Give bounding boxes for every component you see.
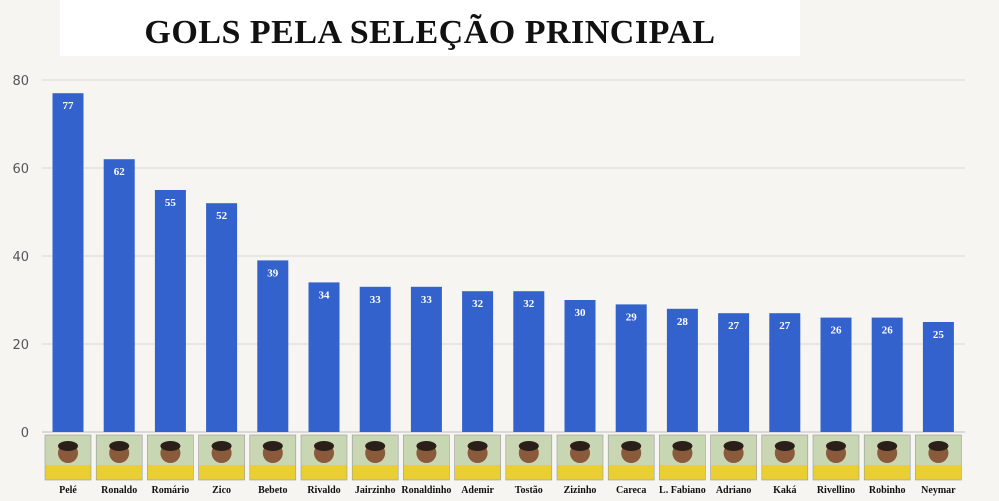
x-tick-label: Ronaldo: [101, 485, 137, 496]
bar: [462, 291, 494, 432]
x-tick-label: Tostão: [515, 485, 543, 496]
data-label: 39: [267, 267, 279, 279]
bar: [922, 322, 954, 432]
x-tick-label: Rivellino: [817, 485, 855, 496]
player-photo: [403, 434, 450, 481]
player-photo: [812, 434, 860, 481]
bar: [513, 291, 545, 432]
y-tick-label: 60: [12, 162, 29, 177]
x-tick-label: Ademir: [461, 485, 494, 496]
chart-title: GOLS PELA SELEÇÃO PRINCIPAL: [144, 14, 716, 51]
title-background: [60, 0, 800, 56]
data-label: 30: [575, 307, 587, 319]
x-tick-label: Robinho: [869, 485, 906, 496]
player-photo: [300, 434, 348, 481]
x-tick-label: Ronaldinho: [401, 485, 451, 496]
data-label: 29: [626, 311, 638, 323]
player-photo: [351, 434, 399, 481]
data-label: 25: [933, 329, 945, 341]
x-tick-label: Zico: [212, 485, 231, 496]
player-photo: [710, 434, 757, 481]
player-photo: [44, 434, 92, 481]
x-tick-label: Jairzinho: [355, 485, 396, 496]
data-label: 26: [882, 325, 894, 337]
bar: [666, 308, 698, 432]
data-label: 34: [319, 289, 331, 301]
bar: [206, 203, 238, 432]
data-label: 32: [472, 298, 484, 310]
player-photo: [556, 434, 604, 481]
data-label: 28: [677, 316, 689, 328]
x-tick-label: Adriano: [716, 485, 752, 496]
y-tick-label: 0: [21, 426, 29, 441]
data-label: 62: [114, 166, 126, 178]
player-photo: [607, 434, 655, 481]
data-label: 55: [165, 197, 177, 209]
player-photo: [505, 434, 553, 481]
bar: [52, 93, 84, 432]
x-tick-label: Neymar: [921, 485, 956, 496]
bar: [820, 317, 852, 432]
x-tick-label: Zizinho: [564, 485, 597, 496]
x-tick-label: Romário: [152, 485, 190, 496]
data-label: 32: [523, 298, 535, 310]
player-photo: [454, 434, 501, 481]
data-label: 33: [370, 294, 382, 306]
data-label: 52: [216, 210, 228, 222]
bar: [871, 317, 903, 432]
y-tick-label: 20: [12, 338, 29, 353]
y-tick-label: 80: [12, 74, 29, 89]
bar: [308, 282, 340, 432]
x-tick-label: Careca: [616, 485, 646, 496]
y-tick-label: 40: [12, 250, 29, 265]
data-label: 26: [831, 325, 843, 337]
bar: [257, 260, 289, 432]
bar: [359, 286, 391, 432]
data-label: 33: [421, 294, 433, 306]
bar: [410, 286, 442, 432]
player-photo: [95, 434, 143, 481]
data-label: 27: [728, 320, 740, 332]
bar: [769, 313, 801, 432]
player-photo: [761, 434, 809, 481]
player-photo: [147, 434, 194, 481]
bar: [103, 159, 135, 432]
player-photo: [198, 434, 245, 481]
x-tick-label: Bebeto: [258, 485, 287, 496]
x-tick-label: Kaká: [773, 485, 796, 496]
player-photo: [915, 434, 962, 481]
player-photo: [863, 434, 911, 481]
player-photo: [659, 434, 706, 481]
bar: [718, 313, 750, 432]
data-label: 27: [779, 320, 791, 332]
x-tick-label: Rivaldo: [307, 485, 340, 496]
bar: [564, 300, 596, 432]
x-tick-label: Pelé: [59, 485, 77, 496]
player-photo: [249, 434, 297, 481]
bar: [615, 304, 647, 432]
data-label: 77: [63, 100, 75, 112]
x-tick-label: L. Fabiano: [659, 485, 706, 496]
bar: [154, 190, 186, 432]
